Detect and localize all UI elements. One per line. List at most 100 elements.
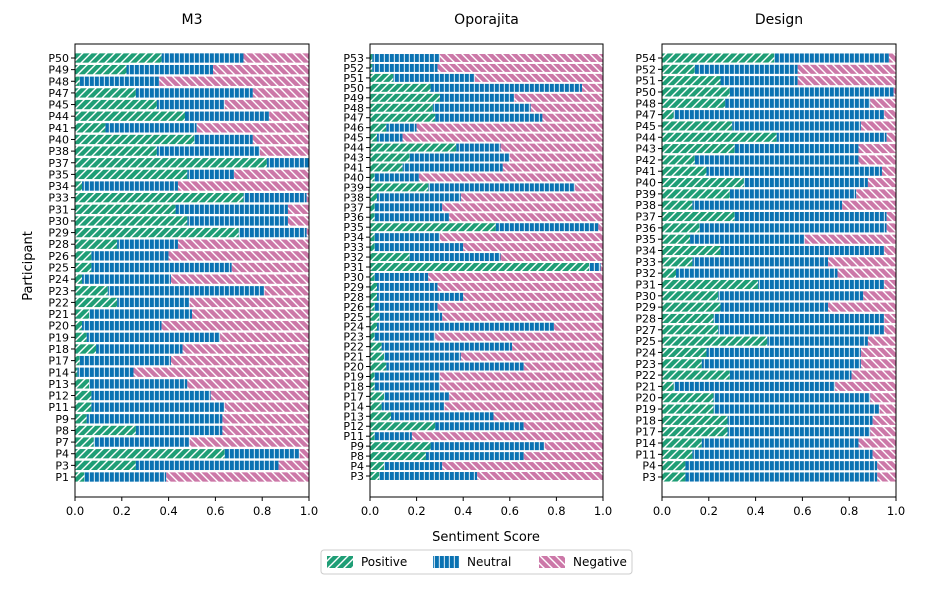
bar-positive-p21 (370, 352, 384, 361)
bar-negative-p29 (828, 302, 896, 312)
bar-neutral-p52 (372, 63, 438, 72)
y-tick-label: P30 (343, 271, 364, 284)
bar-positive-p44 (370, 143, 457, 152)
bar-neutral-p28 (376, 292, 464, 301)
bar-negative-p25 (867, 336, 896, 346)
bar-positive-p49 (75, 64, 127, 75)
bar-neutral-p21 (673, 381, 836, 391)
bar-positive-p37 (75, 158, 267, 168)
bar-negative-p39 (856, 189, 896, 199)
y-tick-label: P9 (350, 440, 364, 453)
bar-negative-p8 (523, 452, 603, 461)
bar-neutral-p12 (91, 390, 211, 401)
y-tick-label: P4 (350, 460, 364, 473)
y-tick-label: P45 (635, 120, 656, 133)
bar-negative-p43 (509, 153, 603, 162)
bar-positive-p48 (662, 98, 726, 108)
bar-neutral-p11 (91, 402, 225, 412)
bar-neutral-p31 (757, 279, 885, 290)
bar-neutral-p32 (676, 268, 838, 278)
bar-negative-p33 (463, 243, 603, 252)
y-tick-label: P44 (635, 131, 656, 144)
bar-neutral-p33 (374, 243, 464, 252)
bar-neutral-p41 (706, 166, 882, 176)
bar-positive-p18 (370, 382, 375, 391)
bar-neutral-p4 (383, 462, 443, 471)
bar-negative-p17 (870, 427, 896, 437)
bar-neutral-p4 (224, 449, 300, 459)
bar-negative-p19 (879, 404, 896, 414)
bar-neutral-p19 (86, 332, 221, 342)
y-tick-label: P32 (343, 251, 364, 264)
bar-neutral-p41 (402, 163, 503, 172)
bar-negative-p32 (837, 268, 896, 278)
bar-neutral-p43 (734, 144, 859, 154)
bar-negative-p24 (170, 274, 309, 284)
bar-neutral-p9 (430, 442, 545, 451)
bar-positive-p34 (370, 233, 375, 242)
bar-negative-p28 (463, 292, 603, 301)
bar-negative-p48 (159, 76, 309, 86)
bar-positive-p50 (662, 87, 730, 97)
bar-negative-p9 (544, 442, 603, 451)
bar-neutral-p3 (135, 460, 279, 471)
bar-negative-p9 (222, 414, 309, 424)
bar-neutral-p47 (673, 110, 885, 120)
bar-neutral-p41 (105, 123, 197, 133)
y-tick-label: P37 (635, 211, 656, 224)
bar-positive-p34 (75, 181, 83, 191)
y-tick-label: P44 (48, 110, 69, 123)
bar-negative-p37 (442, 203, 603, 212)
bar-negative-p21 (835, 381, 896, 391)
bar-negative-p52 (437, 63, 603, 72)
bar-positive-p12 (370, 422, 436, 431)
bar-positive-p32 (370, 253, 410, 262)
bar-neutral-p20 (386, 362, 524, 371)
bar-negative-p42 (858, 155, 896, 165)
y-tick-label: P50 (48, 52, 69, 65)
bar-negative-p19 (439, 372, 603, 381)
bar-positive-p9 (370, 442, 431, 451)
bar-neutral-p8 (425, 452, 524, 461)
y-tick-label: P17 (48, 355, 69, 368)
bar-positive-p19 (662, 404, 714, 414)
bar-neutral-p34 (82, 181, 178, 191)
y-tick-label: P36 (635, 222, 656, 235)
y-tick-label: P39 (343, 181, 364, 194)
legend-swatch-negative (539, 556, 565, 568)
y-tick-label: P8 (350, 450, 364, 463)
y-tick-label: P11 (48, 401, 69, 414)
y-tick-label: P28 (48, 238, 69, 251)
bar-positive-p20 (662, 393, 714, 403)
bar-neutral-p14 (77, 367, 134, 377)
y-tick-label: P8 (55, 424, 69, 437)
y-tick-label: P48 (343, 102, 364, 115)
bar-positive-p51 (370, 73, 394, 82)
y-tick-label: P23 (635, 358, 656, 371)
bar-positive-p17 (370, 392, 384, 401)
bar-negative-p51 (797, 76, 896, 86)
bar-positive-p47 (75, 88, 136, 98)
bar-positive-p33 (662, 257, 693, 267)
bar-neutral-p53 (372, 54, 440, 62)
bar-negative-p49 (213, 64, 309, 75)
bar-positive-p13 (370, 412, 391, 421)
x-tick-label: 0.2 (113, 504, 131, 518)
x-tick-label: 0.2 (700, 504, 718, 518)
x-tick-label: 1.0 (887, 504, 905, 518)
bar-neutral-p37 (374, 203, 443, 212)
bar-positive-p46 (370, 123, 387, 132)
bar-negative-p31 (287, 204, 309, 214)
bar-neutral-p37 (266, 158, 309, 168)
bar-neutral-p39 (729, 189, 857, 199)
bar-neutral-p29 (238, 227, 307, 238)
bar-positive-p37 (370, 203, 375, 212)
bar-negative-p14 (133, 367, 309, 377)
bar-negative-p20 (523, 362, 603, 371)
bar-positive-p8 (75, 425, 136, 436)
bar-neutral-p22 (117, 297, 190, 308)
y-tick-label: P45 (343, 132, 364, 145)
bar-negative-p23 (860, 359, 896, 369)
bar-negative-p35 (804, 234, 896, 244)
bar-neutral-p24 (706, 347, 861, 357)
